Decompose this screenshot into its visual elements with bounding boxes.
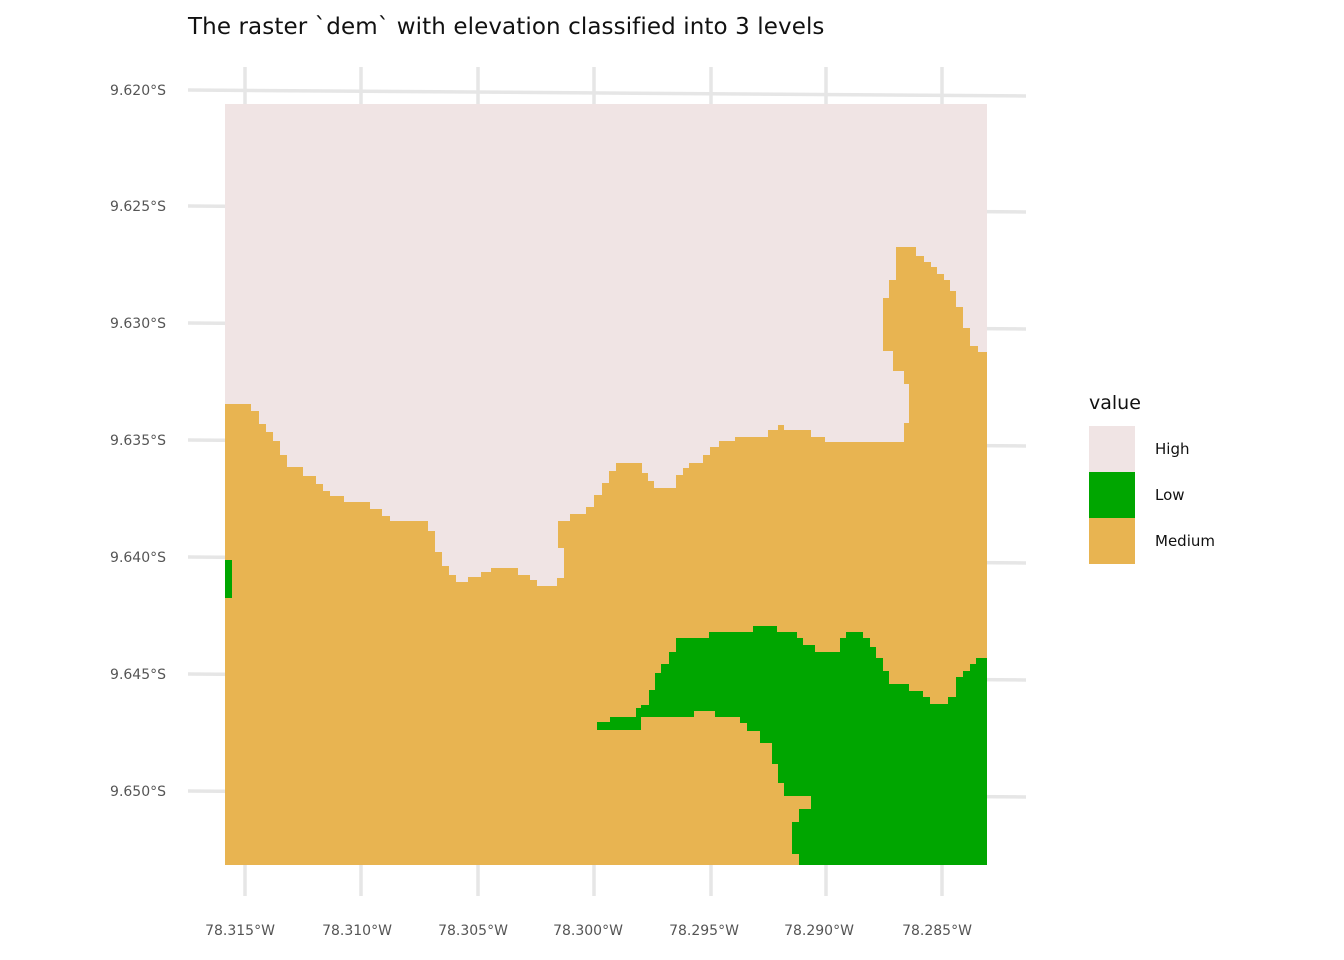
plot-title: The raster `dem` with elevation classifi…: [188, 14, 825, 40]
y-tick-label: 9.645°S: [110, 667, 166, 683]
x-tick-label: 78.290°W: [784, 923, 854, 939]
y-tick-label: 9.625°S: [110, 199, 166, 215]
legend-item-medium: Medium: [1089, 518, 1215, 564]
x-tick-label: 78.300°W: [553, 923, 623, 939]
legend-key-high: [1089, 426, 1135, 472]
parallel-line: [187, 88, 1027, 98]
y-axis-labels: 9.620°S 9.625°S 9.630°S 9.635°S 9.640°S 9.645…: [110, 83, 166, 800]
x-tick-label: 78.285°W: [902, 923, 972, 939]
legend-key-medium: [1089, 518, 1135, 564]
legend-label-low: Low: [1155, 486, 1185, 504]
x-tick-label: 78.315°W: [205, 923, 275, 939]
y-tick-label: 9.650°S: [110, 784, 166, 800]
legend-label-high: High: [1155, 440, 1190, 458]
legend-title: value: [1089, 392, 1141, 414]
y-tick-label: 9.620°S: [110, 83, 166, 99]
x-tick-label: 78.305°W: [438, 923, 508, 939]
legend-key-low: [1089, 472, 1135, 518]
legend-label-medium: Medium: [1155, 532, 1215, 550]
classified-raster: [225, 104, 987, 865]
legend: value High Low Medium: [1089, 392, 1215, 564]
x-tick-label: 78.295°W: [669, 923, 739, 939]
y-tick-label: 9.630°S: [110, 316, 166, 332]
raster-low-edge-patch: [225, 560, 232, 598]
raster-low-zone: [597, 626, 987, 865]
y-tick-label: 9.640°S: [110, 550, 166, 566]
x-tick-label: 78.310°W: [322, 923, 392, 939]
legend-item-high: High: [1089, 426, 1215, 472]
legend-item-low: Low: [1089, 472, 1215, 518]
x-axis-labels: 78.315°W 78.310°W 78.305°W 78.300°W 78.295°W…: [205, 923, 972, 939]
y-tick-label: 9.635°S: [110, 433, 166, 449]
